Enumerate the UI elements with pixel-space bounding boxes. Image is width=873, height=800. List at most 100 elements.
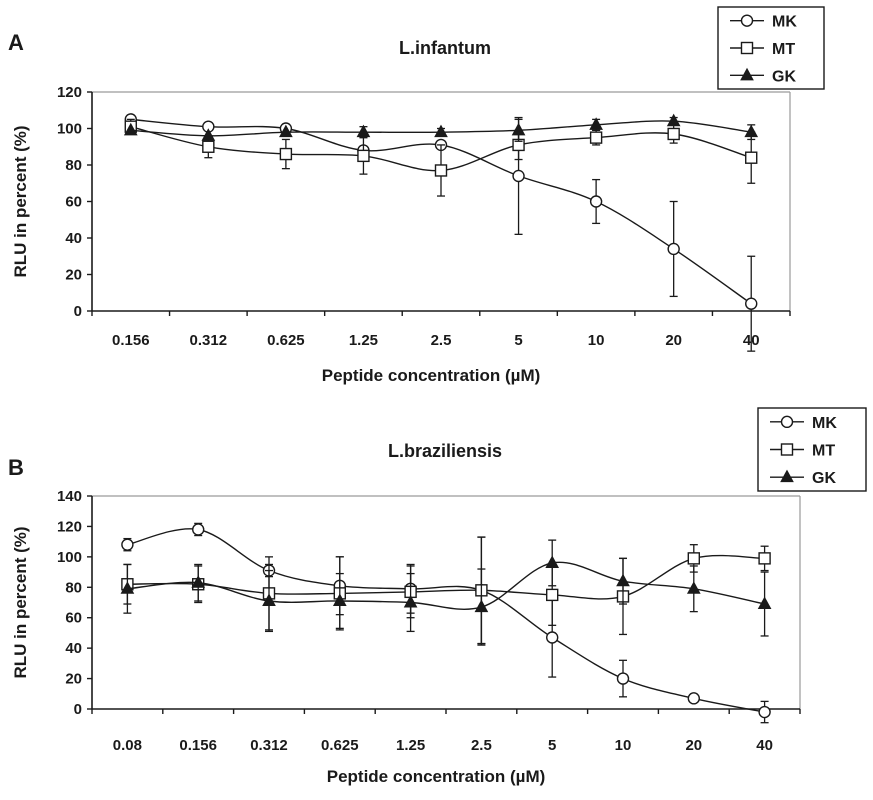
x-tick-label: 0.156	[112, 332, 150, 349]
series-line	[127, 561, 765, 610]
legend-label: MK	[772, 14, 797, 31]
data-point	[666, 113, 681, 127]
data-point	[279, 147, 293, 161]
y-tick-label: 80	[65, 157, 82, 174]
data-point	[262, 593, 276, 606]
series-mk	[121, 522, 771, 724]
legend: MK MT GK	[757, 407, 867, 492]
data-point	[512, 169, 525, 183]
x-tick-label: 1.25	[349, 332, 378, 349]
legend-marker	[780, 415, 794, 429]
x-tick-label: 40	[756, 737, 773, 754]
data-point	[191, 575, 206, 588]
x-tick-label: 1.25	[396, 737, 425, 754]
data-point	[202, 140, 215, 153]
data-point	[332, 593, 347, 606]
y-axis-title: RLU in percent (%)	[11, 526, 30, 678]
legend-label: MT	[772, 41, 795, 58]
panel-letter: A	[8, 30, 24, 55]
data-point	[616, 573, 630, 587]
x-tick-label: 0.156	[179, 737, 217, 754]
legend: MK MT GK	[717, 6, 825, 90]
x-tick-label: 20	[685, 737, 702, 754]
x-tick-label: 2.5	[431, 332, 452, 349]
x-tick-label: 5	[548, 737, 556, 754]
x-tick-label: 0.312	[190, 332, 228, 349]
series-mt	[121, 536, 771, 645]
data-point	[356, 124, 371, 138]
series-mt	[124, 118, 758, 197]
legend-label: MK	[812, 415, 837, 432]
data-point	[511, 122, 526, 136]
legend-label: GK	[812, 470, 836, 487]
data-point	[120, 581, 135, 594]
data-point	[667, 242, 680, 256]
chart-title: L.infantum	[399, 38, 491, 58]
x-tick-label: 0.625	[321, 737, 359, 754]
legend-label: MT	[812, 443, 835, 460]
y-tick-label: 140	[57, 488, 82, 505]
data-point	[434, 124, 448, 138]
chart-panel-a: A L.infantum 0 20 40 60 80 100 120 0.156 0.312 0.62…	[8, 6, 825, 385]
y-tick-label: 100	[57, 549, 82, 566]
data-point	[687, 552, 700, 565]
x-tick-label: 10	[615, 737, 632, 754]
x-tick-label: 0.312	[250, 737, 288, 754]
data-point	[121, 538, 134, 551]
data-point	[616, 672, 630, 685]
x-tick-label: 2.5	[471, 737, 492, 754]
y-tick-label: 120	[57, 84, 82, 101]
data-point	[667, 127, 680, 141]
y-tick-label: 20	[65, 671, 82, 688]
legend-marker	[740, 14, 754, 27]
data-point	[589, 117, 603, 130]
y-tick-label: 40	[65, 640, 82, 657]
data-point	[546, 588, 559, 602]
data-point	[758, 705, 771, 719]
data-point	[745, 297, 758, 310]
data-point	[745, 151, 758, 164]
y-tick-label: 0	[74, 701, 82, 718]
x-axis-title: Peptide concentration (µM)	[327, 767, 546, 786]
data-point	[474, 599, 489, 613]
series-line	[127, 554, 765, 600]
series-gk	[123, 113, 759, 142]
panel-letter: B	[8, 455, 24, 480]
y-tick-label: 60	[65, 194, 82, 211]
x-axis-title: Peptide concentration (µM)	[322, 366, 541, 385]
data-point	[545, 555, 560, 568]
data-point	[686, 581, 701, 594]
x-tick-label: 10	[588, 332, 605, 349]
series-line	[127, 528, 765, 713]
legend-marker	[740, 67, 754, 81]
data-point	[546, 631, 559, 644]
y-tick-label: 100	[57, 121, 82, 138]
y-tick-label: 80	[65, 579, 82, 596]
y-tick-label: 0	[74, 303, 82, 320]
x-tick-label: 0.625	[267, 332, 305, 349]
y-tick-label: 60	[65, 610, 82, 627]
data-point	[687, 692, 700, 705]
data-point	[589, 195, 603, 208]
legend-marker	[740, 41, 754, 55]
data-point	[191, 523, 205, 536]
y-tick-label: 20	[65, 267, 82, 284]
data-point	[434, 164, 448, 177]
legend-marker	[780, 443, 794, 456]
series-gk	[120, 539, 772, 646]
data-point	[201, 128, 216, 141]
legend-label: GK	[772, 68, 796, 85]
data-point	[744, 124, 759, 138]
data-point	[589, 131, 603, 144]
data-point	[758, 552, 771, 565]
x-tick-label: 20	[665, 332, 682, 349]
data-point	[279, 124, 293, 138]
legend-marker	[780, 469, 794, 483]
x-tick-label: 5	[514, 332, 522, 349]
chart-panel-b: B L.braziliensis 0 20 40 60 80 100 120 140 0.08 0.1…	[8, 407, 867, 786]
data-point	[357, 149, 370, 163]
chart-title: L.braziliensis	[388, 441, 502, 461]
x-tick-label: 0.08	[113, 737, 142, 754]
y-tick-label: 40	[65, 230, 82, 247]
